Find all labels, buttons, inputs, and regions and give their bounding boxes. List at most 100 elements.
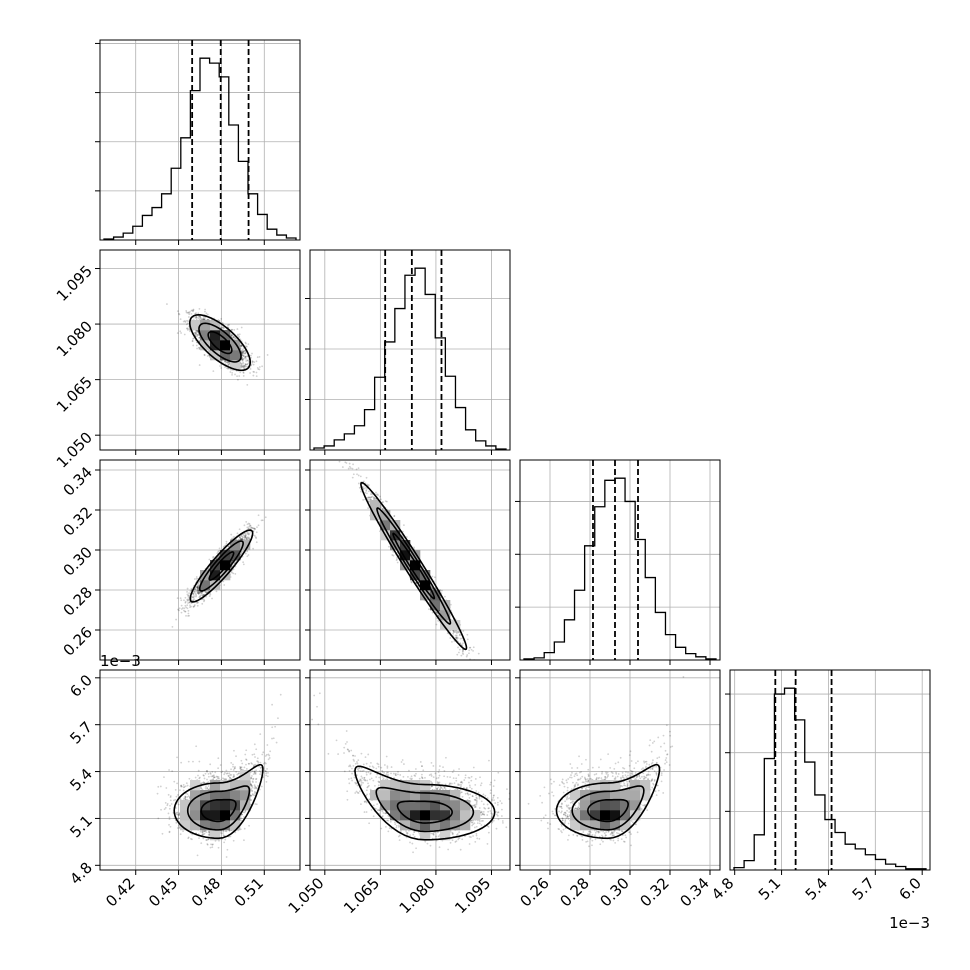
sample-point xyxy=(243,364,246,367)
panel-background xyxy=(730,670,930,870)
sample-point xyxy=(196,585,199,588)
sample-point xyxy=(218,550,221,552)
sample-point xyxy=(198,595,201,598)
sample-point xyxy=(241,348,244,351)
sample-point xyxy=(197,589,200,592)
sample-point xyxy=(244,363,247,365)
sample-point xyxy=(239,345,242,347)
sample-point xyxy=(194,333,197,336)
sample-point xyxy=(196,333,199,336)
sample-point xyxy=(193,605,196,607)
sample-point xyxy=(194,331,197,334)
sample-point xyxy=(239,538,242,541)
sample-point xyxy=(240,362,243,365)
sample-point xyxy=(254,536,257,539)
sample-point xyxy=(240,345,242,348)
sample-point xyxy=(200,318,203,321)
sample-point xyxy=(241,354,244,357)
hist-panel-0 xyxy=(95,39,301,245)
sample-point xyxy=(199,594,202,597)
sample-point xyxy=(196,585,199,588)
sample-point xyxy=(204,590,207,593)
sample-point xyxy=(208,349,211,352)
density-cell xyxy=(230,360,241,371)
sample-point xyxy=(195,344,198,347)
sample-point xyxy=(241,357,244,359)
sample-point xyxy=(183,599,185,602)
sample-point xyxy=(192,308,195,311)
sample-point xyxy=(188,311,190,314)
sample-point xyxy=(246,383,249,386)
sample-point xyxy=(243,364,246,367)
sample-point xyxy=(241,354,244,357)
sample-point xyxy=(238,375,241,377)
sample-point xyxy=(202,594,204,597)
sample-point xyxy=(202,318,205,321)
sample-point xyxy=(245,355,247,358)
sample-point xyxy=(231,371,234,374)
sample-point xyxy=(197,587,199,590)
sample-point xyxy=(244,535,246,538)
panel-frame xyxy=(729,669,931,871)
sample-point xyxy=(171,625,174,628)
sample-point xyxy=(258,366,261,368)
sample-point xyxy=(217,550,220,553)
sample-point xyxy=(212,370,215,373)
sample-point xyxy=(245,342,247,345)
sample-point xyxy=(192,344,195,347)
sample-point xyxy=(241,351,244,353)
sample-point xyxy=(252,547,255,550)
sample-point xyxy=(205,312,208,315)
sample-point xyxy=(200,591,203,594)
sample-point xyxy=(236,334,239,337)
sample-point xyxy=(249,524,252,527)
sample-point xyxy=(199,317,202,320)
sample-point xyxy=(239,362,242,365)
sample-point xyxy=(236,328,239,330)
sample-point xyxy=(251,361,254,364)
sample-point xyxy=(184,321,187,323)
sample-point xyxy=(244,534,247,537)
sample-point xyxy=(185,606,188,609)
sample-point xyxy=(180,608,183,610)
sample-point xyxy=(260,519,263,522)
sample-point xyxy=(241,351,243,354)
sample-point xyxy=(244,356,247,358)
sample-point xyxy=(193,595,196,598)
panel-frame xyxy=(309,249,511,451)
contour-line xyxy=(188,314,252,372)
sample-point xyxy=(215,558,218,561)
sample-point xyxy=(241,538,244,540)
sample-point xyxy=(196,586,199,589)
sample-point xyxy=(245,345,248,348)
sample-point xyxy=(191,340,194,343)
sample-point xyxy=(186,598,189,601)
sample-point xyxy=(182,320,185,323)
sample-point xyxy=(255,531,258,534)
sample-point xyxy=(247,537,250,540)
sample-point xyxy=(225,540,228,543)
sample-point xyxy=(198,346,201,349)
sample-point xyxy=(192,605,195,608)
sample-point xyxy=(189,604,191,607)
sample-point xyxy=(220,327,223,329)
sample-point xyxy=(231,560,234,562)
sample-point xyxy=(242,351,245,353)
sample-point xyxy=(227,363,230,366)
sample-point xyxy=(246,363,249,365)
sample-point xyxy=(241,538,244,541)
density-cell xyxy=(220,340,231,351)
sample-point xyxy=(248,537,251,540)
sample-point xyxy=(253,534,256,537)
sample-point xyxy=(240,364,243,366)
sample-point xyxy=(241,535,244,538)
sample-point xyxy=(197,312,200,315)
sample-point xyxy=(250,526,253,529)
sample-point xyxy=(178,609,180,612)
sample-point xyxy=(187,311,190,314)
sample-point xyxy=(246,355,249,358)
sample-point xyxy=(241,353,244,356)
sample-point xyxy=(226,361,229,364)
sample-point xyxy=(198,596,201,599)
